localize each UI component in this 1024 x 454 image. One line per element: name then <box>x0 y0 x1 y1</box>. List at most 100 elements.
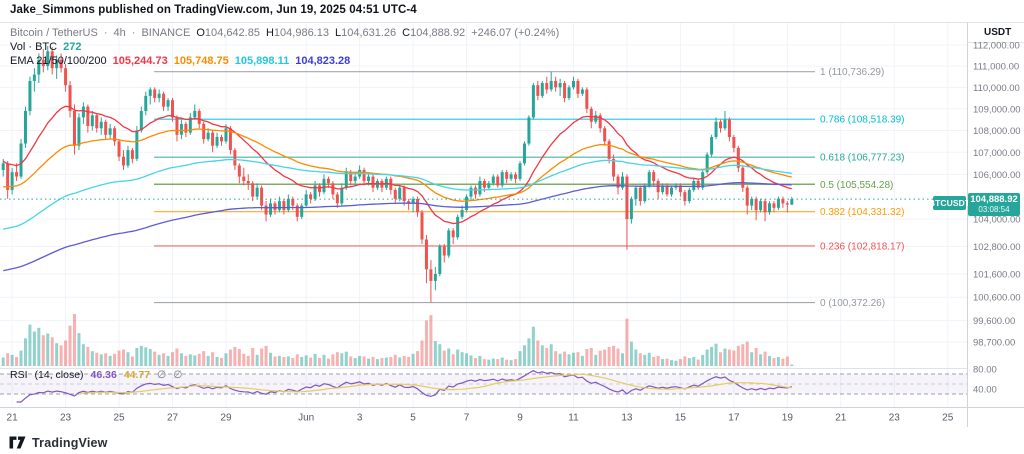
candle <box>286 198 290 211</box>
price-tick-label: 111,000.00 <box>973 62 1019 73</box>
volume-bar <box>719 352 723 366</box>
volume-bar <box>563 351 567 366</box>
ema-100-line[interactable] <box>3 158 792 230</box>
rsi-value: 46.36 <box>90 369 117 381</box>
volume-bar <box>598 350 602 366</box>
ema-50-line[interactable] <box>3 128 792 202</box>
candle <box>776 198 780 208</box>
ema-200-line[interactable] <box>3 181 792 272</box>
candle <box>589 108 593 122</box>
candle <box>335 194 339 204</box>
volume-bar <box>269 352 273 366</box>
volume-bar <box>295 354 299 366</box>
volume-bar <box>545 347 549 366</box>
volume-bar <box>353 358 357 366</box>
candle <box>104 121 108 135</box>
candle <box>514 174 518 179</box>
volume-bar <box>224 353 228 366</box>
volume-bar <box>41 335 45 366</box>
candle <box>487 183 491 188</box>
candle <box>603 128 607 142</box>
rsi-ma-value: 44.77 <box>123 369 151 381</box>
price-axis[interactable]: 112,000.00 111,000.00 110,000.00 109,000.00… <box>973 41 1021 396</box>
volume-bar <box>580 355 584 366</box>
candle <box>188 117 192 133</box>
time-tick-label: 21 <box>835 413 847 424</box>
volume-bar <box>113 353 117 366</box>
candle <box>545 83 549 90</box>
volume-bar <box>612 345 616 366</box>
candle <box>509 174 513 179</box>
ema100-value: 105,898.11 <box>234 55 290 67</box>
ema-21-line[interactable] <box>2 105 792 225</box>
candle <box>211 132 215 146</box>
price-tick-label: 107,000.00 <box>973 148 1021 159</box>
volume-bar <box>251 347 255 366</box>
candle <box>46 51 50 67</box>
volume-bar <box>460 352 464 366</box>
volume-bar <box>456 349 460 366</box>
volume-bar <box>514 359 518 366</box>
volume-legend-row[interactable]: Vol · BTC 272 <box>10 40 559 54</box>
candle <box>625 176 629 220</box>
volume-bar <box>790 364 794 366</box>
volume-bar <box>696 359 700 366</box>
candle <box>309 194 313 199</box>
rsi-tick-label: 80.00 <box>973 365 997 376</box>
volume-bar <box>473 358 477 366</box>
rsi-legend-row[interactable]: RSI (14, close) 46.36 44.77 ∅ ∅ <box>10 369 182 381</box>
time-axis[interactable]: 21 23 25 27 29 Jun 3 5 7 9 11 13 15 17 19 21 23 25 <box>7 413 954 424</box>
candle <box>678 185 682 193</box>
volume-bar <box>318 358 322 366</box>
tradingview-branding[interactable]: TradingView <box>9 435 108 450</box>
interval-label[interactable]: 4h <box>113 27 126 39</box>
time-tick-label: 3 <box>357 413 363 424</box>
price-axis-currency-label[interactable]: USDT <box>984 27 1012 38</box>
candle <box>6 163 10 190</box>
volume-bar <box>750 352 754 366</box>
candle <box>331 183 335 195</box>
volume-bar <box>496 359 500 366</box>
volume-bar <box>282 356 286 366</box>
volume-bar <box>487 359 491 366</box>
rsi-tick-label: 40.00 <box>973 385 997 396</box>
volume-bar <box>447 348 451 366</box>
candle <box>460 210 464 217</box>
candle <box>491 176 495 184</box>
candle <box>371 176 375 188</box>
tradingview-brand-text: TradingView <box>32 435 108 450</box>
candle <box>531 85 535 118</box>
candle <box>72 110 76 146</box>
rsi-params: (14, close) <box>34 369 84 381</box>
price-line-symbol-badge: BTCUSDT <box>928 196 971 210</box>
empty-value-icon[interactable]: ∅ <box>157 369 167 381</box>
ema-legend-row[interactable]: EMA 21/50/100/200 105,244.73 105,748.75 … <box>10 54 559 68</box>
time-tick-label: 23 <box>60 413 72 424</box>
volume-bar <box>277 355 281 366</box>
rsi-line[interactable] <box>16 369 792 403</box>
candle <box>505 172 509 179</box>
rsi-ma-line[interactable] <box>78 373 792 395</box>
symbol-name[interactable]: Bitcoin / TetherUS <box>10 27 98 39</box>
candle <box>121 156 125 166</box>
volume-bar <box>313 353 317 366</box>
chart-legend[interactable]: Bitcoin / TetherUS · 4h · BINANCE O104,6… <box>10 26 559 68</box>
symbol-legend-row[interactable]: Bitcoin / TetherUS · 4h · BINANCE O104,6… <box>10 26 559 40</box>
candle <box>465 196 469 211</box>
candle <box>362 169 366 182</box>
candle <box>567 87 571 99</box>
price-tick-label: 109,000.00 <box>973 104 1021 115</box>
candle <box>429 269 433 281</box>
exchange-label: BINANCE <box>141 27 191 39</box>
candle <box>652 172 656 182</box>
candle <box>478 181 482 195</box>
volume-bar <box>647 352 651 366</box>
empty-value-icon[interactable]: ∅ <box>173 369 183 381</box>
ema21-value: 105,244.73 <box>112 55 168 67</box>
volume-bar <box>451 354 455 366</box>
volume-bar <box>206 355 210 366</box>
volume-bar <box>407 356 411 366</box>
volume-bar <box>554 351 558 366</box>
volume-bar <box>420 340 424 366</box>
